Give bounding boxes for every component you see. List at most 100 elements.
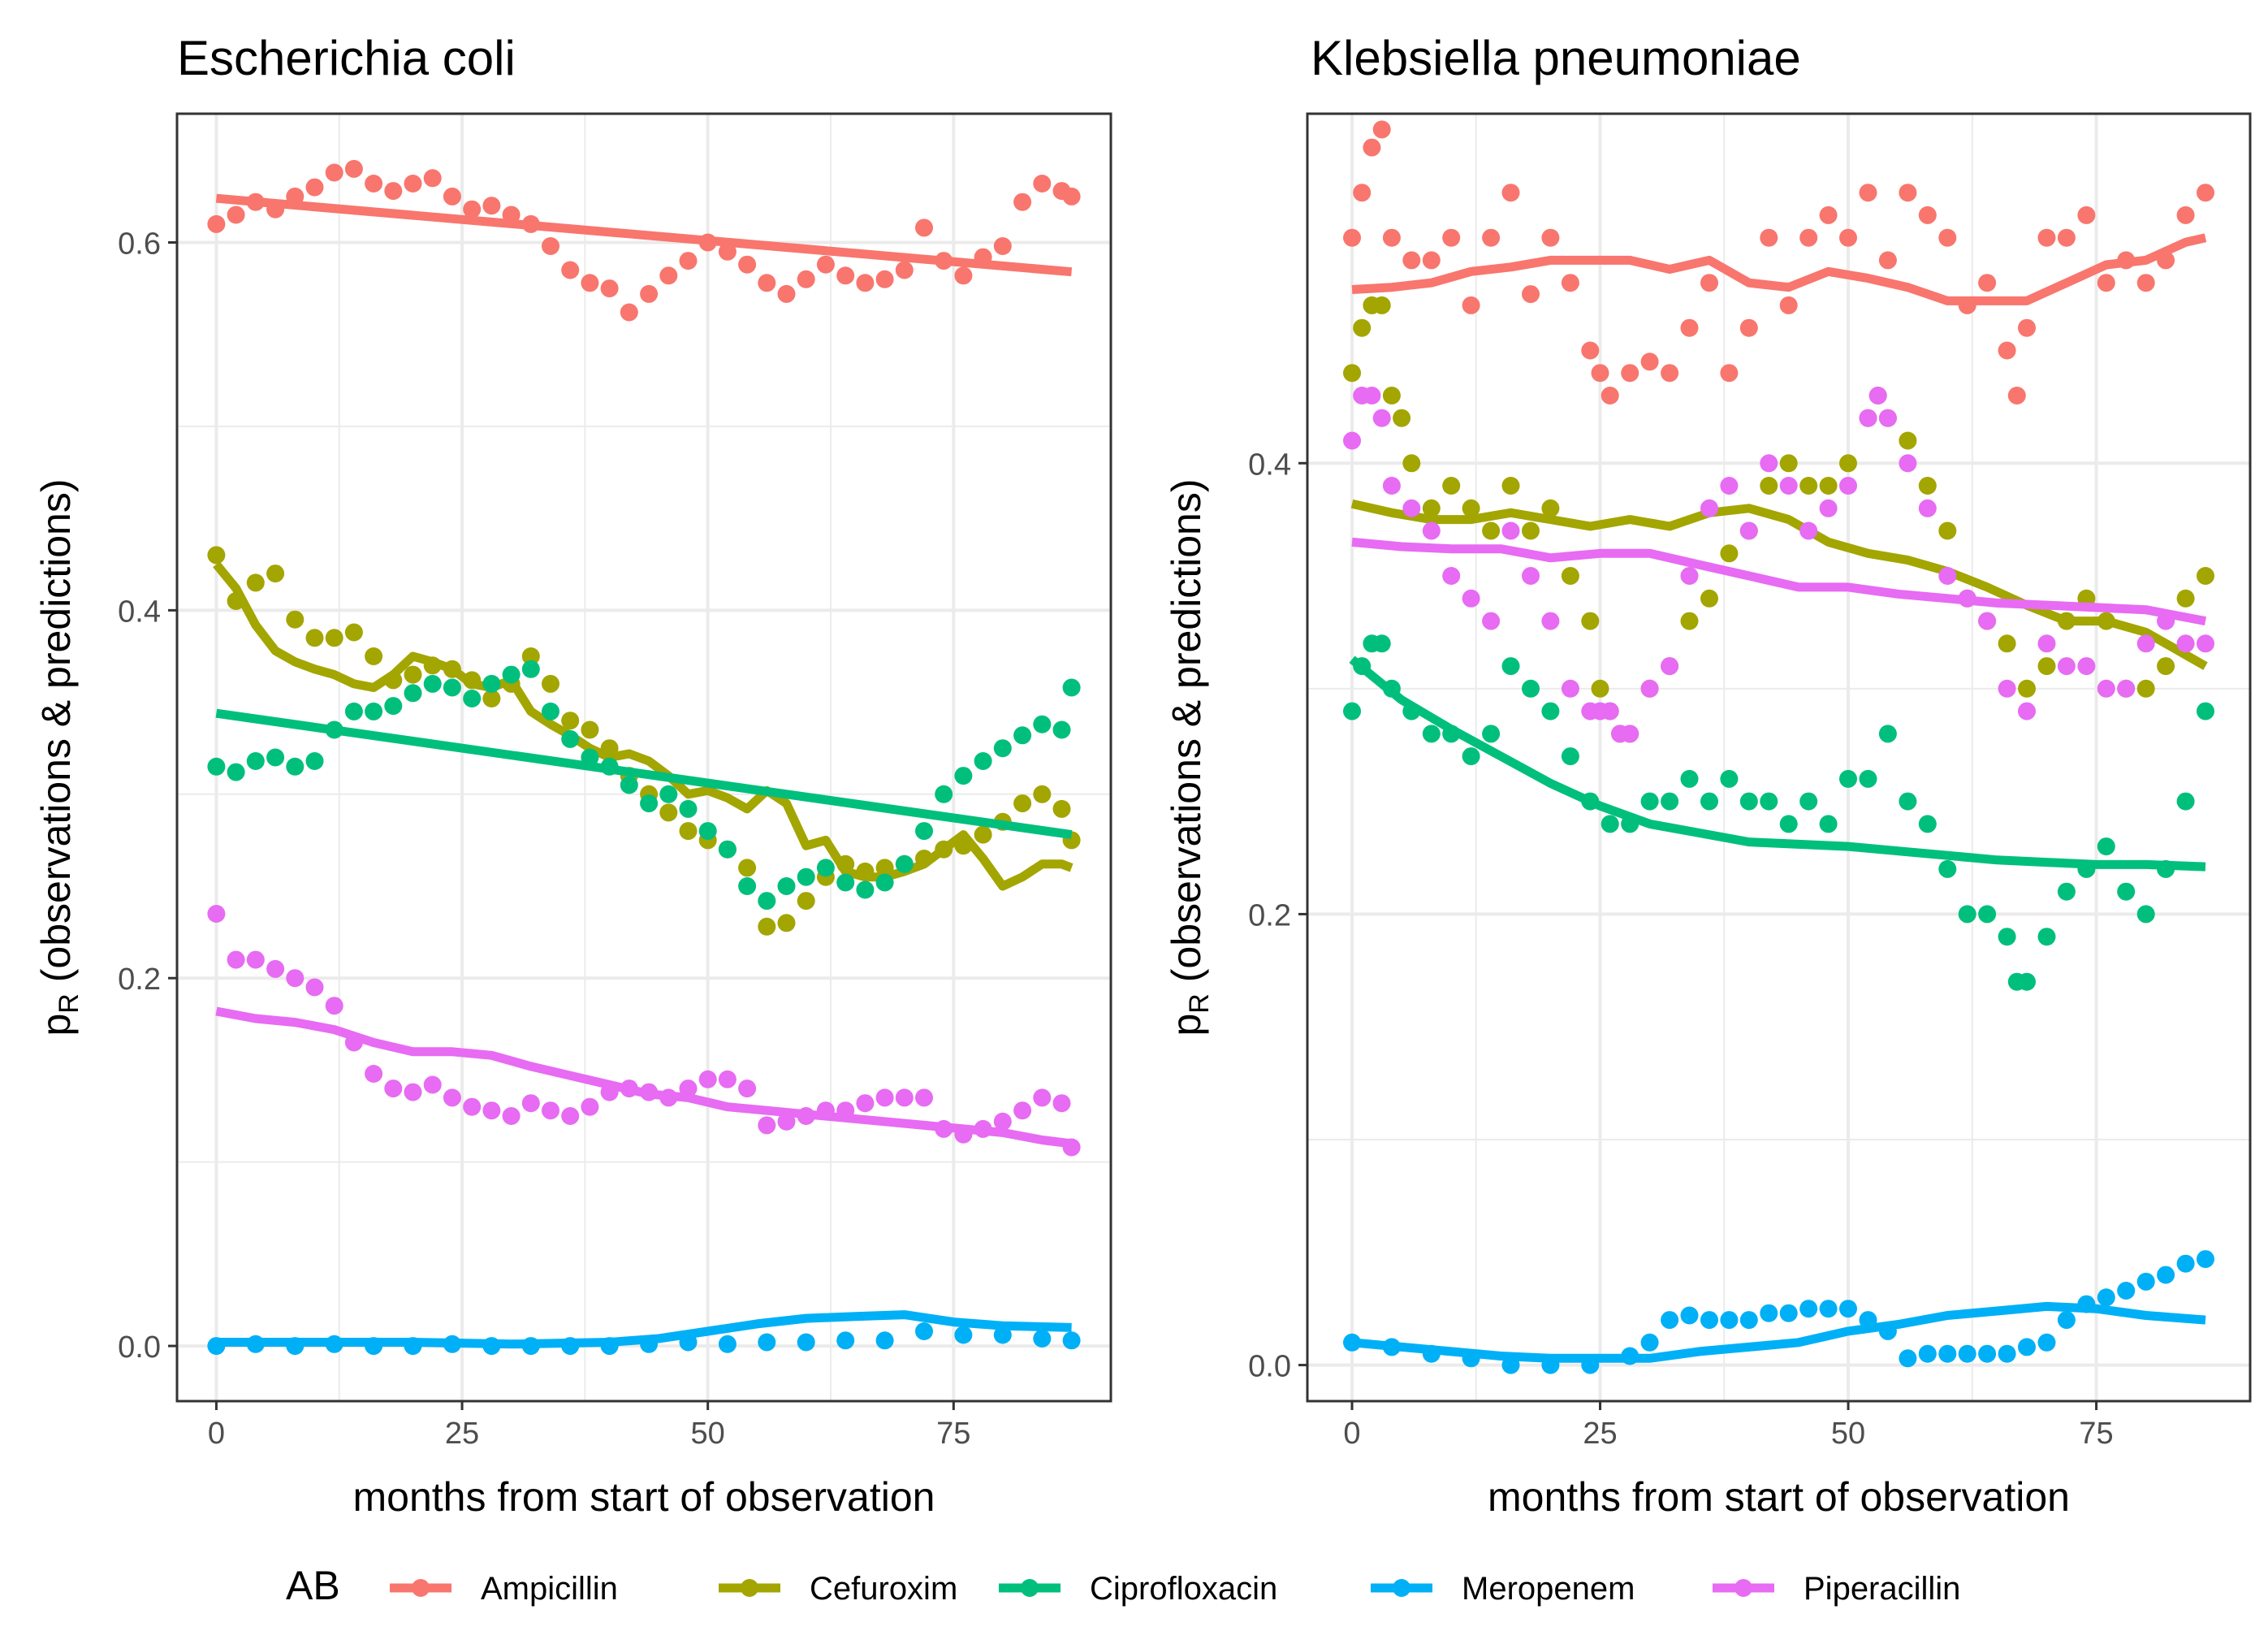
observation-point [2197,184,2214,202]
observation-point [1621,364,1639,383]
observation-point [1353,318,1372,337]
observation-point [502,1107,521,1125]
observation-point [1760,792,1778,811]
observation-point [521,647,540,665]
observation-point [365,702,383,720]
observation-point [325,163,343,182]
legend-key-point [741,1579,758,1597]
observation-point [1899,1349,1917,1368]
observation-point [2077,859,2096,878]
observation-point [286,187,305,205]
chart-title: Escherichia coli [177,31,516,85]
observation-point [1581,612,1600,630]
observation-point [1462,1349,1480,1368]
prediction-line [1351,233,2207,305]
observation-point [1958,1344,1976,1363]
observation-point [1958,905,1976,924]
observation-point [384,697,403,716]
legend-label: Meropenem [1462,1571,1635,1607]
observation-point [915,218,933,237]
observation-point [758,274,776,292]
observation-point [1501,1356,1520,1374]
observation-point [463,671,482,690]
observation-point [1062,1331,1081,1350]
observation-point [1739,521,1758,540]
observation-point [1640,792,1659,811]
observation-point [2197,567,2214,585]
observation-point [915,822,933,841]
observation-point [2018,702,2036,720]
observation-point [404,1083,422,1101]
observation-point [2136,1272,2155,1291]
x-tick-label: 50 [691,1417,725,1451]
observation-point [738,1079,757,1098]
observation-point [777,877,796,895]
observation-point [521,214,540,233]
observation-point [2157,251,2175,270]
observation-point [1779,296,1798,314]
x-tick-label: 0 [208,1417,225,1451]
observation-point [1541,612,1560,630]
observation-point [2136,679,2155,698]
observation-point [738,877,757,895]
observation-point [2057,1311,2076,1330]
observation-point [1760,228,1778,247]
observation-point [1033,175,1052,193]
observation-point [875,1331,894,1350]
prediction-line [1349,655,2206,872]
observation-point [1033,1088,1052,1107]
observation-point [1343,702,1361,720]
observation-point [2018,972,2036,991]
observation-point [1938,521,1957,540]
observation-point [1601,815,1619,833]
observation-point [1739,792,1758,811]
observation-point [207,1337,226,1356]
observation-point [836,1101,855,1120]
observation-point [2197,702,2214,720]
x-tick-label: 75 [936,1417,970,1451]
y-tick-label: 0.4 [118,595,161,629]
observation-point [2037,228,2056,247]
y-axis-label-subscript: R [1184,993,1215,1014]
observation-point [1839,228,1857,247]
observation-point [1839,1300,1857,1318]
observation-point [640,1335,659,1353]
observation-point [1462,747,1480,766]
observation-point [1442,228,1461,247]
legend-key-point [1021,1579,1039,1597]
observation-point [207,214,226,233]
observation-point [1013,726,1032,745]
observation-point [797,1333,815,1352]
observation-point [246,752,265,770]
observation-point [679,1079,698,1098]
series-meropenem [1343,1250,2214,1374]
series-piperacillin [207,905,1081,1157]
observation-point [482,1101,501,1120]
observation-point [1561,274,1579,292]
observation-point [561,261,580,279]
observation-point [266,748,285,767]
observation-point [443,660,461,678]
observation-point [521,1337,540,1356]
observation-point [1522,521,1540,540]
observation-point [1680,612,1699,630]
observation-point [344,702,363,720]
observation-point [1033,715,1052,733]
observation-point [659,266,678,285]
observation-point [2077,205,2096,224]
observation-point [2157,859,2175,878]
observation-point [1859,184,1877,202]
observation-point [1541,1356,1560,1374]
observation-point [246,1335,265,1353]
observation-point [620,776,638,794]
observation-point [1720,1311,1739,1330]
observation-point [1422,521,1441,540]
observation-point [207,905,226,923]
observation-point [640,1083,659,1101]
observation-point [2018,1338,2036,1356]
observation-point [1878,409,1897,427]
prediction-line [1351,1301,2206,1363]
observation-point [1561,747,1579,766]
observation-point [404,1337,422,1356]
observation-point [600,1083,619,1101]
